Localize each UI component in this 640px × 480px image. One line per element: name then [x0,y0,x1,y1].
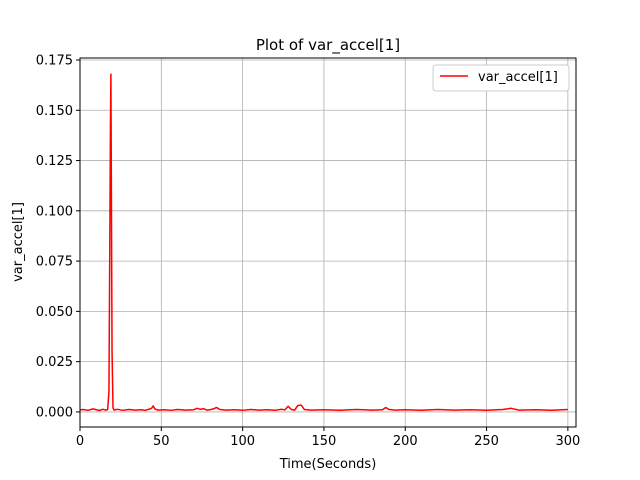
legend-box [432,64,570,92]
y-tick-label: 0.000 [36,405,73,420]
y-tick-label: 0.125 [36,154,73,169]
x-tick-label: 200 [393,434,418,449]
y-ticks: 0.000 0.025 0.050 0.075 0.100 0.125 0.150 0.175 [36,54,80,420]
y-tick-label: 0.150 [36,104,73,119]
y-tick-label: 0.050 [36,305,73,320]
x-tick-label: 100 [230,434,255,449]
series-line [79,73,568,412]
x-ticks: 0 50 100 150 200 250 300 [76,427,580,449]
x-tick-label: 0 [76,434,84,449]
x-tick-label: 300 [555,434,580,449]
x-tick-label: 150 [312,434,337,449]
y-tick-label: 0.025 [36,355,73,370]
y-tick-label: 0.100 [36,204,73,219]
chart-title: Plot of var_accel[1] [256,36,400,55]
x-tick-label: 50 [153,434,170,449]
x-tick-label: 250 [474,434,499,449]
x-axis-label: Time(Seconds) [279,457,377,472]
grid [79,58,576,427]
y-tick-label: 0.075 [36,255,73,270]
y-axis-label: var_accel[1] [11,202,26,282]
plot-line-group [79,73,568,412]
y-tick-label: 0.175 [36,54,73,69]
legend-label: var_accel[1] [478,70,558,85]
legend: var_accel[1] [432,64,570,92]
plot-frame [79,57,577,428]
